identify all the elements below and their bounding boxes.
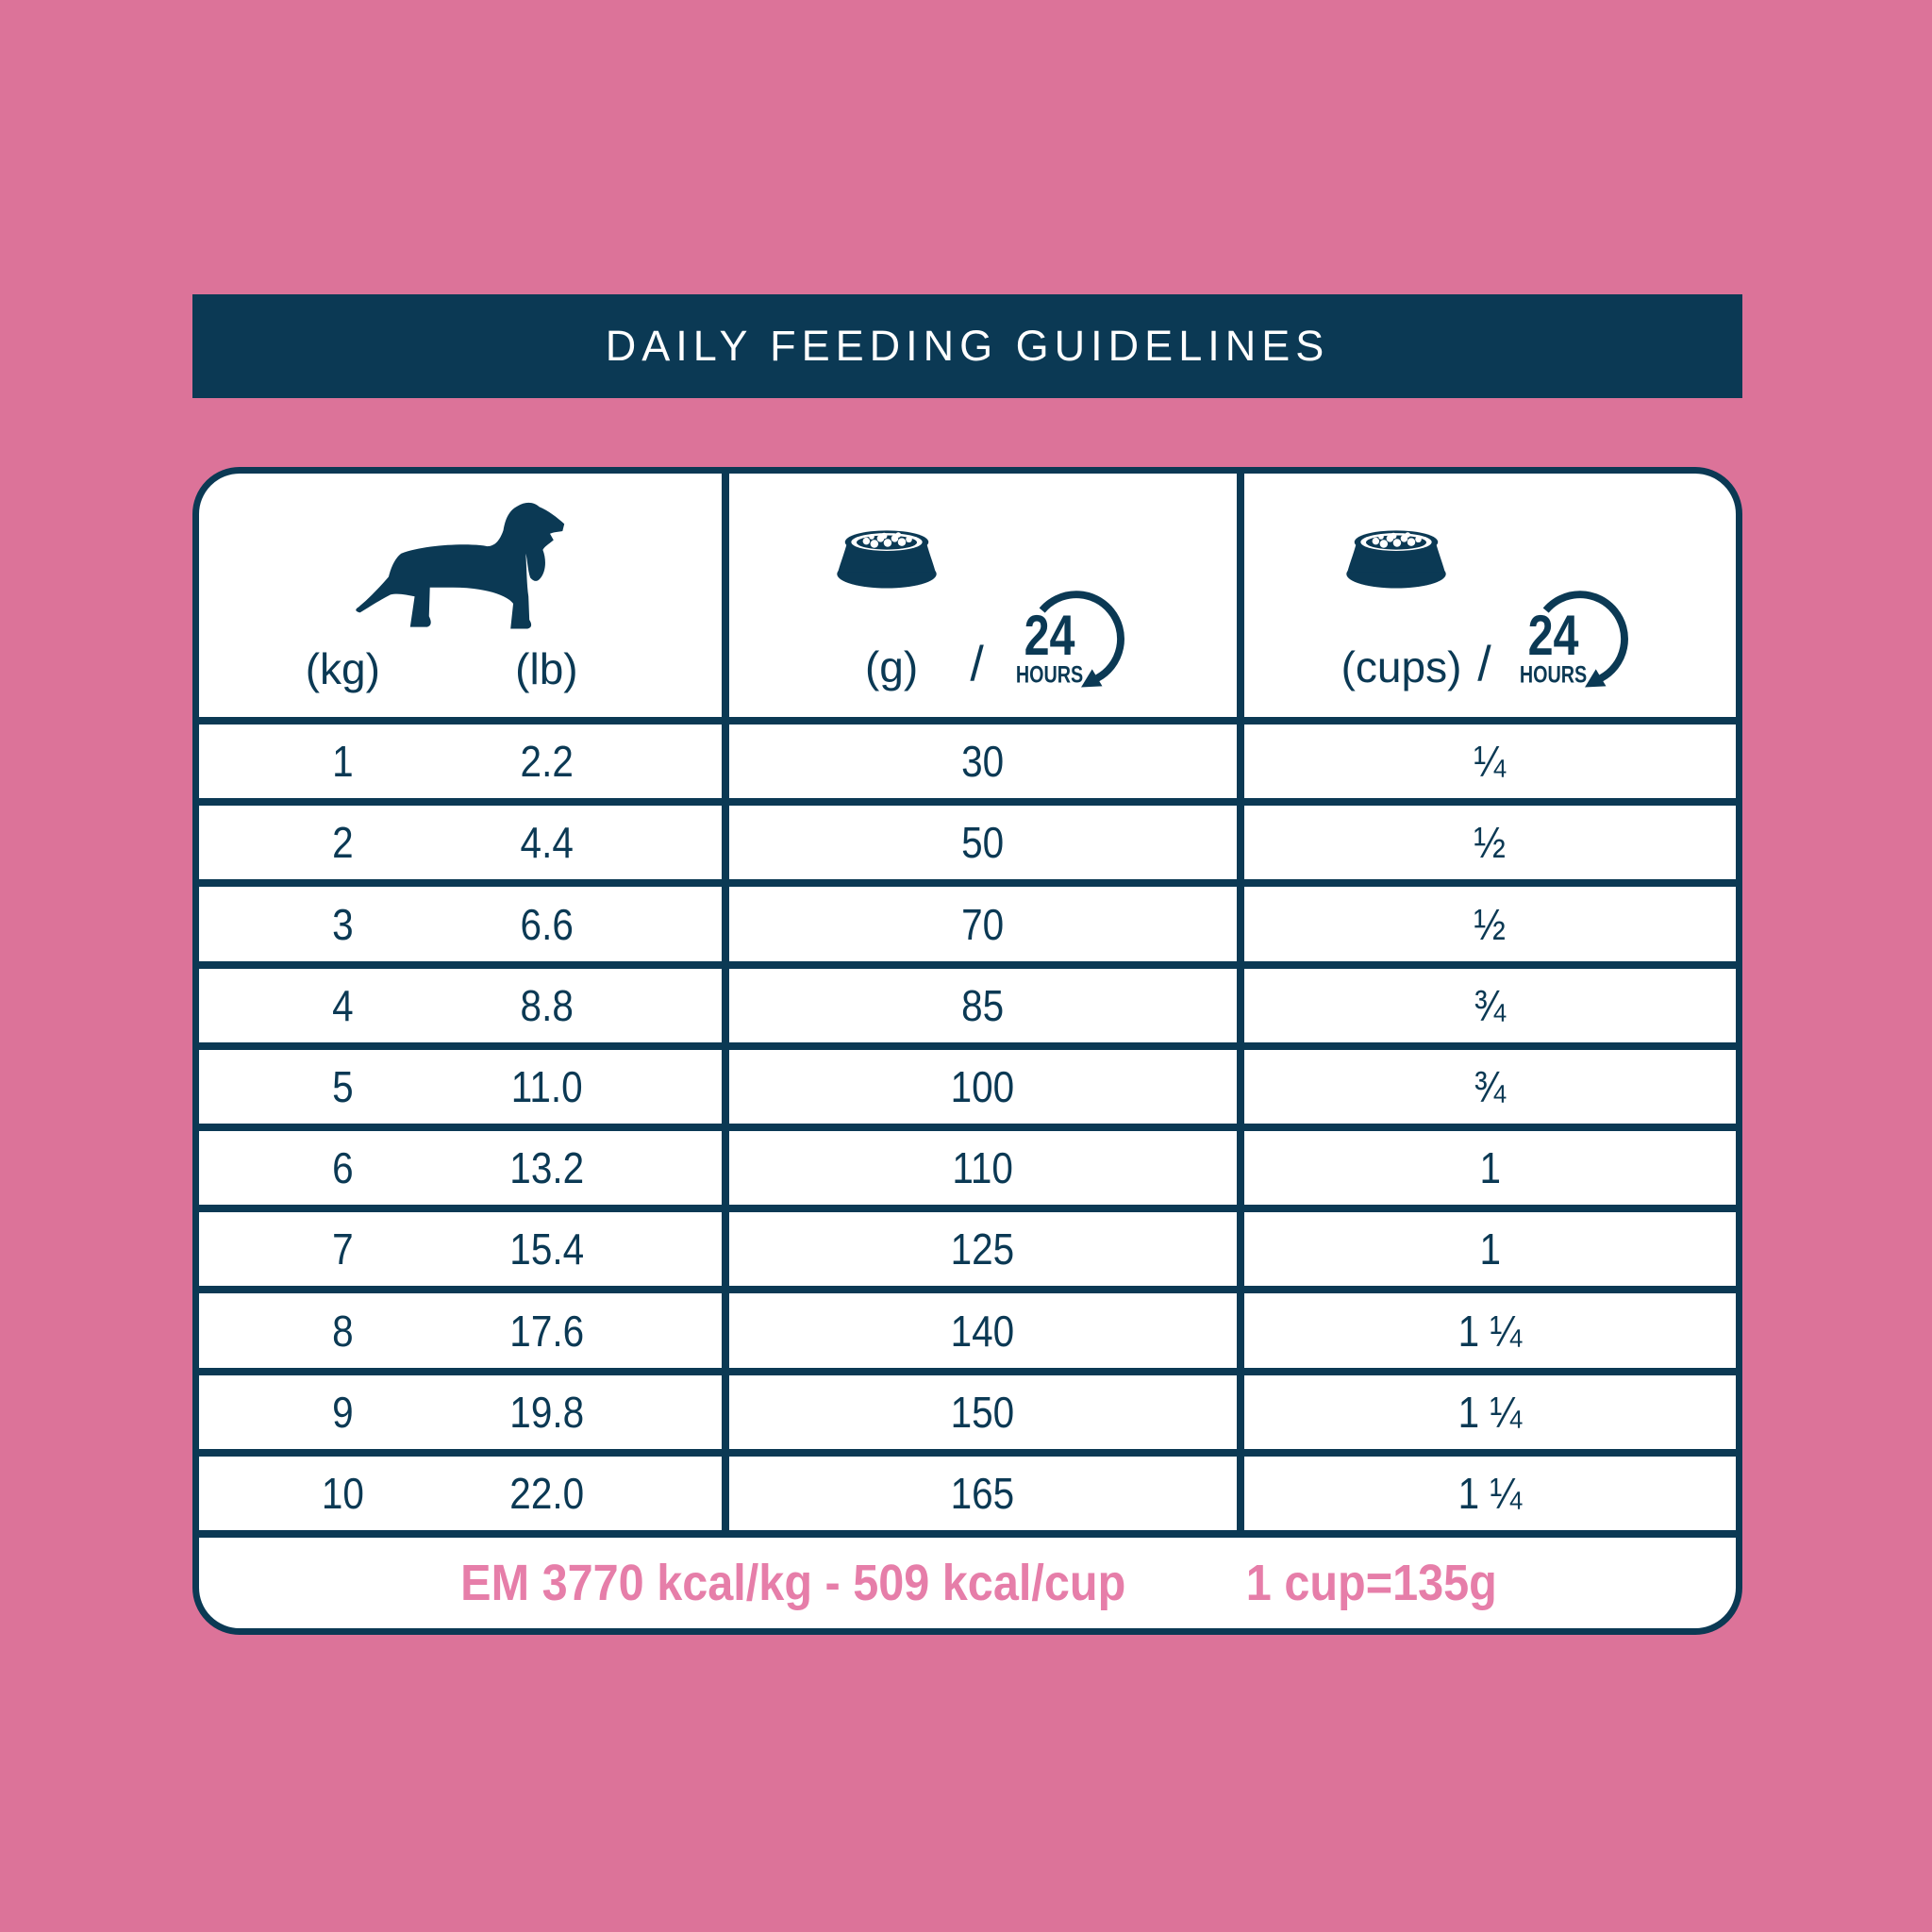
kg-value: 7 (332, 1224, 354, 1274)
table-row: 10 22.0 165 1 ¼ (199, 1448, 1736, 1531)
table-header-row: (kg) (lb) (199, 474, 1736, 717)
kg-value: 5 (332, 1061, 354, 1111)
grams-value: 50 (961, 818, 1005, 868)
lb-value: 15.4 (509, 1224, 584, 1274)
24-hours-icon: 24 HOURS (1016, 591, 1124, 688)
energy-density-text: EM 3770 kcal/kg - 509 kcal/cup (460, 1555, 1126, 1611)
cups-value: 1 ¼ (1457, 1468, 1523, 1518)
grams-value: 100 (951, 1061, 1015, 1111)
feeding-table: (kg) (lb) (192, 467, 1742, 1635)
cups-unit-label: (cups) (1341, 642, 1462, 691)
lb-value: 2.2 (520, 737, 574, 787)
grams-unit-label: (g) (864, 642, 919, 691)
24-hours-big-text: 24 (1528, 603, 1579, 667)
24-hours-icon: 24 HOURS (1520, 591, 1629, 688)
grams-value: 125 (951, 1224, 1015, 1274)
kg-value: 8 (332, 1306, 354, 1356)
grams-value: 140 (951, 1306, 1015, 1356)
24-hours-small-text: HOURS (1520, 661, 1587, 688)
lb-value: 11.0 (510, 1061, 583, 1111)
header-cups-cell: (cups) / 24 HOURS (1244, 474, 1736, 717)
table-row: 9 19.8 150 1 ¼ (199, 1367, 1736, 1449)
cups-value: ¾ (1474, 1061, 1507, 1111)
per-separator: / (970, 637, 984, 691)
lb-value: 13.2 (509, 1143, 584, 1193)
grams-value: 165 (951, 1468, 1015, 1518)
cups-value: ½ (1474, 818, 1507, 868)
table-row: 7 15.4 125 1 (199, 1205, 1736, 1287)
per-separator: / (1477, 637, 1491, 691)
page-title: DAILY FEEDING GUIDELINES (605, 322, 1330, 370)
kg-value: 6 (332, 1143, 354, 1193)
kg-value: 4 (332, 980, 354, 1030)
table-row: 6 13.2 110 1 (199, 1124, 1736, 1206)
table-row: 1 2.2 30 ¼ (199, 717, 1736, 799)
24-hours-small-text: HOURS (1016, 661, 1083, 688)
title-banner: DAILY FEEDING GUIDELINES (192, 294, 1742, 398)
lb-value: 6.6 (520, 899, 574, 949)
food-bowl-icon (1346, 530, 1446, 589)
table-row: 3 6.6 70 ½ (199, 879, 1736, 961)
lb-value: 22.0 (509, 1468, 584, 1518)
cups-value: 1 ¼ (1457, 1306, 1523, 1356)
kg-value: 3 (332, 899, 354, 949)
cups-value: ¾ (1474, 980, 1507, 1030)
food-bowl-icon (836, 530, 937, 589)
header-grams-cell: (g) / 24 HOURS (729, 474, 1244, 717)
grams-value: 30 (961, 737, 1005, 787)
table-footer: EM 3770 kcal/kg - 509 kcal/cup 1 cup=135… (199, 1530, 1736, 1628)
grams-value: 70 (961, 899, 1005, 949)
grams-value: 110 (952, 1143, 1014, 1193)
table-body: 1 2.2 30 ¼ 2 4.4 50 ½ 3 6.6 70 ½ 4 8.8 85 (199, 717, 1736, 1531)
24-hours-big-text: 24 (1024, 603, 1075, 667)
kg-value: 10 (321, 1468, 364, 1518)
lb-unit-label: (lb) (515, 644, 578, 693)
table-row: 5 11.0 100 ¾ (199, 1041, 1736, 1124)
kg-value: 2 (332, 818, 354, 868)
table-row: 2 4.4 50 ½ (199, 798, 1736, 880)
dachshund-icon (356, 502, 565, 629)
table-row: 8 17.6 140 1 ¼ (199, 1286, 1736, 1368)
header-weight-cell: (kg) (lb) (199, 474, 729, 717)
kg-unit-label: (kg) (305, 644, 380, 693)
cup-conversion-text: 1 cup=135g (1246, 1555, 1498, 1611)
lb-value: 4.4 (520, 818, 574, 868)
lb-value: 8.8 (520, 980, 574, 1030)
grams-value: 150 (951, 1387, 1015, 1437)
table-row: 4 8.8 85 ¾ (199, 960, 1736, 1042)
cups-value: ½ (1474, 899, 1507, 949)
kg-value: 9 (332, 1387, 354, 1437)
lb-value: 17.6 (509, 1306, 584, 1356)
cups-value: 1 ¼ (1457, 1387, 1523, 1437)
lb-value: 19.8 (509, 1387, 584, 1437)
grams-value: 85 (961, 980, 1005, 1030)
cups-value: 1 (1479, 1224, 1501, 1274)
weight-unit-labels: (kg) (lb) (199, 643, 722, 694)
kg-value: 1 (332, 737, 354, 787)
cups-value: 1 (1479, 1143, 1501, 1193)
cups-value: ¼ (1474, 737, 1507, 787)
